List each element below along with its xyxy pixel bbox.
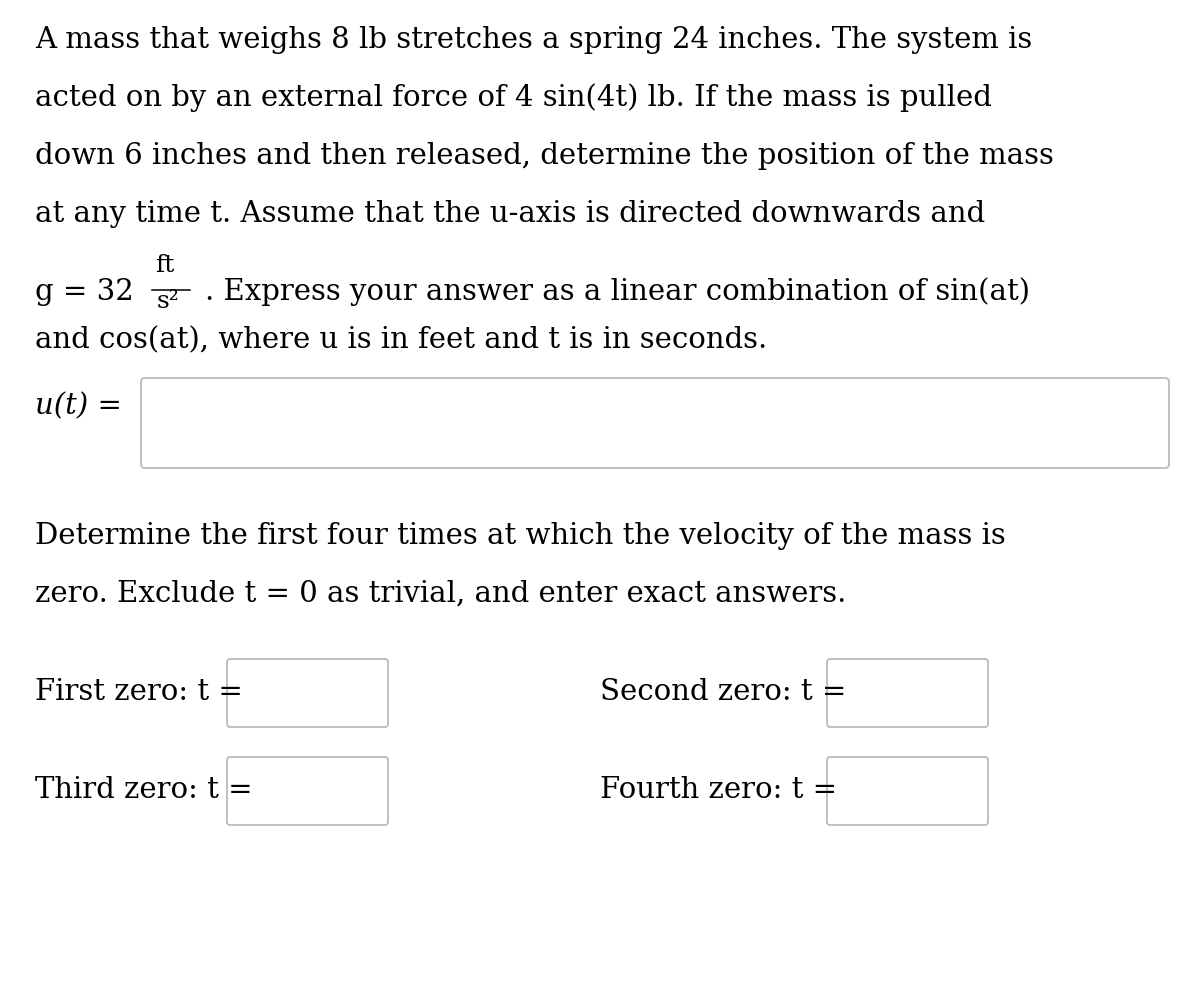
FancyBboxPatch shape [142, 378, 1169, 468]
Text: u(t) =: u(t) = [35, 392, 122, 420]
Text: . Express your answer as a linear combination of sin(at): . Express your answer as a linear combin… [205, 277, 1030, 306]
FancyBboxPatch shape [227, 659, 388, 727]
Text: Fourth zero: t =: Fourth zero: t = [600, 776, 838, 804]
Text: at any time t. Assume that the u-axis is directed downwards and: at any time t. Assume that the u-axis is… [35, 200, 985, 228]
Text: First zero: t =: First zero: t = [35, 678, 242, 706]
FancyBboxPatch shape [827, 757, 988, 825]
Text: Determine the first four times at which the velocity of the mass is: Determine the first four times at which … [35, 522, 1006, 550]
Text: s²: s² [157, 290, 180, 313]
Text: g = 32: g = 32 [35, 278, 143, 306]
Text: Second zero: t =: Second zero: t = [600, 678, 846, 706]
FancyBboxPatch shape [227, 757, 388, 825]
FancyBboxPatch shape [827, 659, 988, 727]
Text: zero. Exclude t = 0 as trivial, and enter exact answers.: zero. Exclude t = 0 as trivial, and ente… [35, 580, 846, 608]
Text: A mass that weighs 8 lb stretches a spring 24 inches. The system is: A mass that weighs 8 lb stretches a spri… [35, 26, 1032, 54]
Text: Third zero: t =: Third zero: t = [35, 776, 253, 804]
Text: ft: ft [155, 254, 174, 277]
Text: acted on by an external force of 4 sin(4t) lb. If the mass is pulled: acted on by an external force of 4 sin(4… [35, 83, 992, 112]
Text: and cos(at), where u is in feet and t is in seconds.: and cos(at), where u is in feet and t is… [35, 326, 767, 354]
Text: down 6 inches and then released, determine the position of the mass: down 6 inches and then released, determi… [35, 142, 1054, 170]
